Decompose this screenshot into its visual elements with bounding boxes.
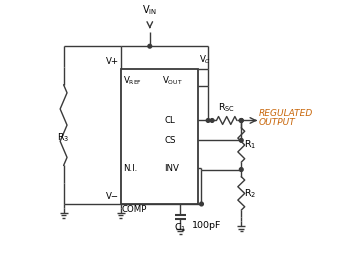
Text: COMP: COMP	[122, 205, 147, 214]
Text: N.I.: N.I.	[123, 164, 137, 173]
Text: V$_C$: V$_C$	[199, 54, 211, 66]
Text: V$_{\rm OUT}$: V$_{\rm OUT}$	[162, 75, 182, 87]
Bar	[121, 69, 198, 204]
Circle shape	[148, 44, 152, 48]
Circle shape	[206, 119, 210, 122]
Text: CL: CL	[165, 116, 175, 125]
Text: R$_1$: R$_1$	[245, 139, 257, 151]
Text: R$_{\rm SC}$: R$_{\rm SC}$	[218, 101, 235, 114]
Text: V+: V+	[106, 57, 119, 66]
Circle shape	[239, 119, 243, 122]
Text: OUTPUT: OUTPUT	[259, 118, 295, 127]
Text: CS: CS	[165, 136, 176, 145]
Circle shape	[200, 202, 203, 206]
Text: 100pF: 100pF	[192, 221, 222, 230]
Text: C$_1$: C$_1$	[174, 221, 186, 234]
Circle shape	[239, 138, 243, 142]
Text: R$_2$: R$_2$	[245, 187, 257, 200]
Text: REGULATED: REGULATED	[259, 109, 313, 118]
Circle shape	[239, 168, 243, 171]
Text: V$_{\rm REF}$: V$_{\rm REF}$	[123, 75, 142, 87]
Text: INV: INV	[165, 164, 179, 173]
Circle shape	[239, 119, 243, 122]
Text: V$_{\rm IN}$: V$_{\rm IN}$	[142, 3, 157, 17]
Text: R$_3$: R$_3$	[57, 131, 69, 144]
Circle shape	[210, 119, 214, 122]
Text: V−: V−	[106, 192, 119, 201]
